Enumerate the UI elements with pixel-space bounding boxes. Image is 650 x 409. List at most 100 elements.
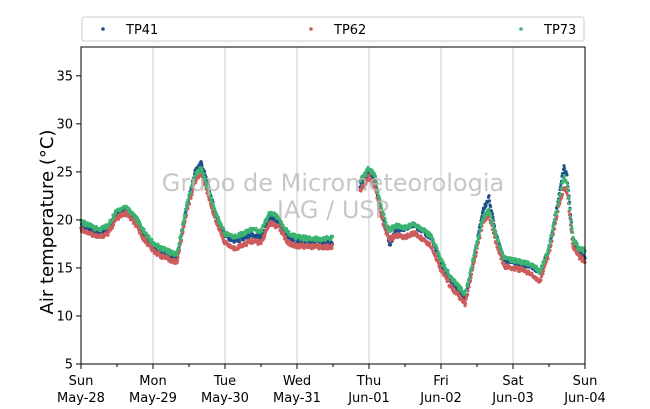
data-point <box>478 228 483 232</box>
data-point <box>479 224 483 228</box>
watermark-line-1: Grupo de Micrometeorologia <box>162 169 504 197</box>
data-point <box>183 213 187 217</box>
data-point <box>224 240 229 244</box>
data-point <box>192 179 196 183</box>
data-point <box>376 190 380 194</box>
data-point <box>441 261 446 265</box>
data-point <box>244 243 249 248</box>
data-point <box>568 215 573 219</box>
data-point <box>567 196 571 201</box>
data-point <box>176 256 180 260</box>
data-point <box>317 247 321 251</box>
data-point <box>379 203 383 207</box>
data-point <box>562 174 567 178</box>
data-point <box>556 203 560 207</box>
data-point <box>488 212 493 216</box>
data-point <box>464 288 469 292</box>
data-point <box>383 217 387 221</box>
data-point <box>474 246 478 250</box>
data-point <box>487 194 491 198</box>
data-point <box>440 258 444 262</box>
data-point <box>181 221 186 225</box>
data-point <box>433 255 438 259</box>
data-point <box>383 228 388 232</box>
x-tick-label: May-29 <box>129 391 177 406</box>
data-point <box>493 229 498 233</box>
data-point <box>543 258 547 262</box>
data-point <box>262 222 267 226</box>
data-point <box>553 219 557 223</box>
x-tick-label: Jun-03 <box>491 391 534 406</box>
legend: TP41 TP62 TP73 <box>81 16 585 42</box>
data-point <box>220 235 225 239</box>
data-point <box>545 251 550 255</box>
data-point <box>428 241 432 245</box>
data-point <box>562 166 567 170</box>
data-point <box>470 264 474 269</box>
data-point <box>546 257 550 261</box>
data-point <box>453 279 457 283</box>
data-point <box>474 243 479 247</box>
data-point <box>565 173 569 177</box>
data-point <box>446 268 450 273</box>
x-tick-label: May-31 <box>273 391 321 406</box>
data-point <box>557 199 561 203</box>
data-point <box>364 172 368 177</box>
x-axis: Sun May-28 Mon May-29 Tue May-30 Wed May-31 Thu J… <box>57 364 606 406</box>
data-point <box>322 247 327 251</box>
data-point <box>176 247 181 251</box>
data-point <box>410 234 415 238</box>
y-tick-label: 10 <box>56 309 73 324</box>
data-point <box>206 184 210 189</box>
x-tick-day: Sun <box>573 374 598 389</box>
data-point <box>301 238 306 242</box>
data-point <box>200 168 204 172</box>
data-point <box>330 246 334 250</box>
data-point <box>541 272 545 276</box>
y-tick-label: 15 <box>56 261 73 276</box>
data-point <box>189 196 193 200</box>
data-point <box>217 219 222 223</box>
data-point <box>488 204 493 209</box>
data-point <box>186 198 191 202</box>
data-point <box>218 229 223 233</box>
data-point <box>277 224 282 228</box>
legend-label-TP41: TP41 <box>125 23 158 38</box>
y-tick-label: 30 <box>56 117 73 132</box>
data-point <box>185 203 190 207</box>
data-point <box>547 243 552 248</box>
y-tick-label: 25 <box>56 165 73 180</box>
y-tick-label: 5 <box>65 358 73 373</box>
data-point <box>203 177 208 181</box>
data-point <box>213 208 217 213</box>
data-point <box>204 180 208 184</box>
data-point <box>472 252 477 256</box>
data-point <box>484 203 488 208</box>
data-point <box>442 263 447 267</box>
data-point <box>116 217 121 221</box>
data-point <box>408 225 413 229</box>
legend-label-TP62: TP62 <box>333 23 366 38</box>
data-point <box>283 234 288 239</box>
data-point <box>467 276 472 280</box>
data-point <box>179 233 183 237</box>
data-point <box>550 228 555 232</box>
data-point <box>112 215 116 219</box>
data-point <box>565 181 569 185</box>
data-point <box>330 234 335 239</box>
data-point <box>200 163 204 168</box>
data-point <box>463 301 468 306</box>
series-TP73 <box>79 165 587 297</box>
x-tick-day: Tue <box>213 374 236 389</box>
legend-marker-TP62 <box>309 27 313 31</box>
data-point <box>489 214 493 219</box>
y-tick-label: 35 <box>56 69 73 84</box>
data-point <box>84 228 89 233</box>
legend-marker-TP41 <box>101 27 105 31</box>
data-point <box>487 199 492 203</box>
data-point <box>201 172 206 176</box>
data-point <box>182 218 186 222</box>
data-point <box>465 292 470 297</box>
data-point <box>466 281 470 285</box>
